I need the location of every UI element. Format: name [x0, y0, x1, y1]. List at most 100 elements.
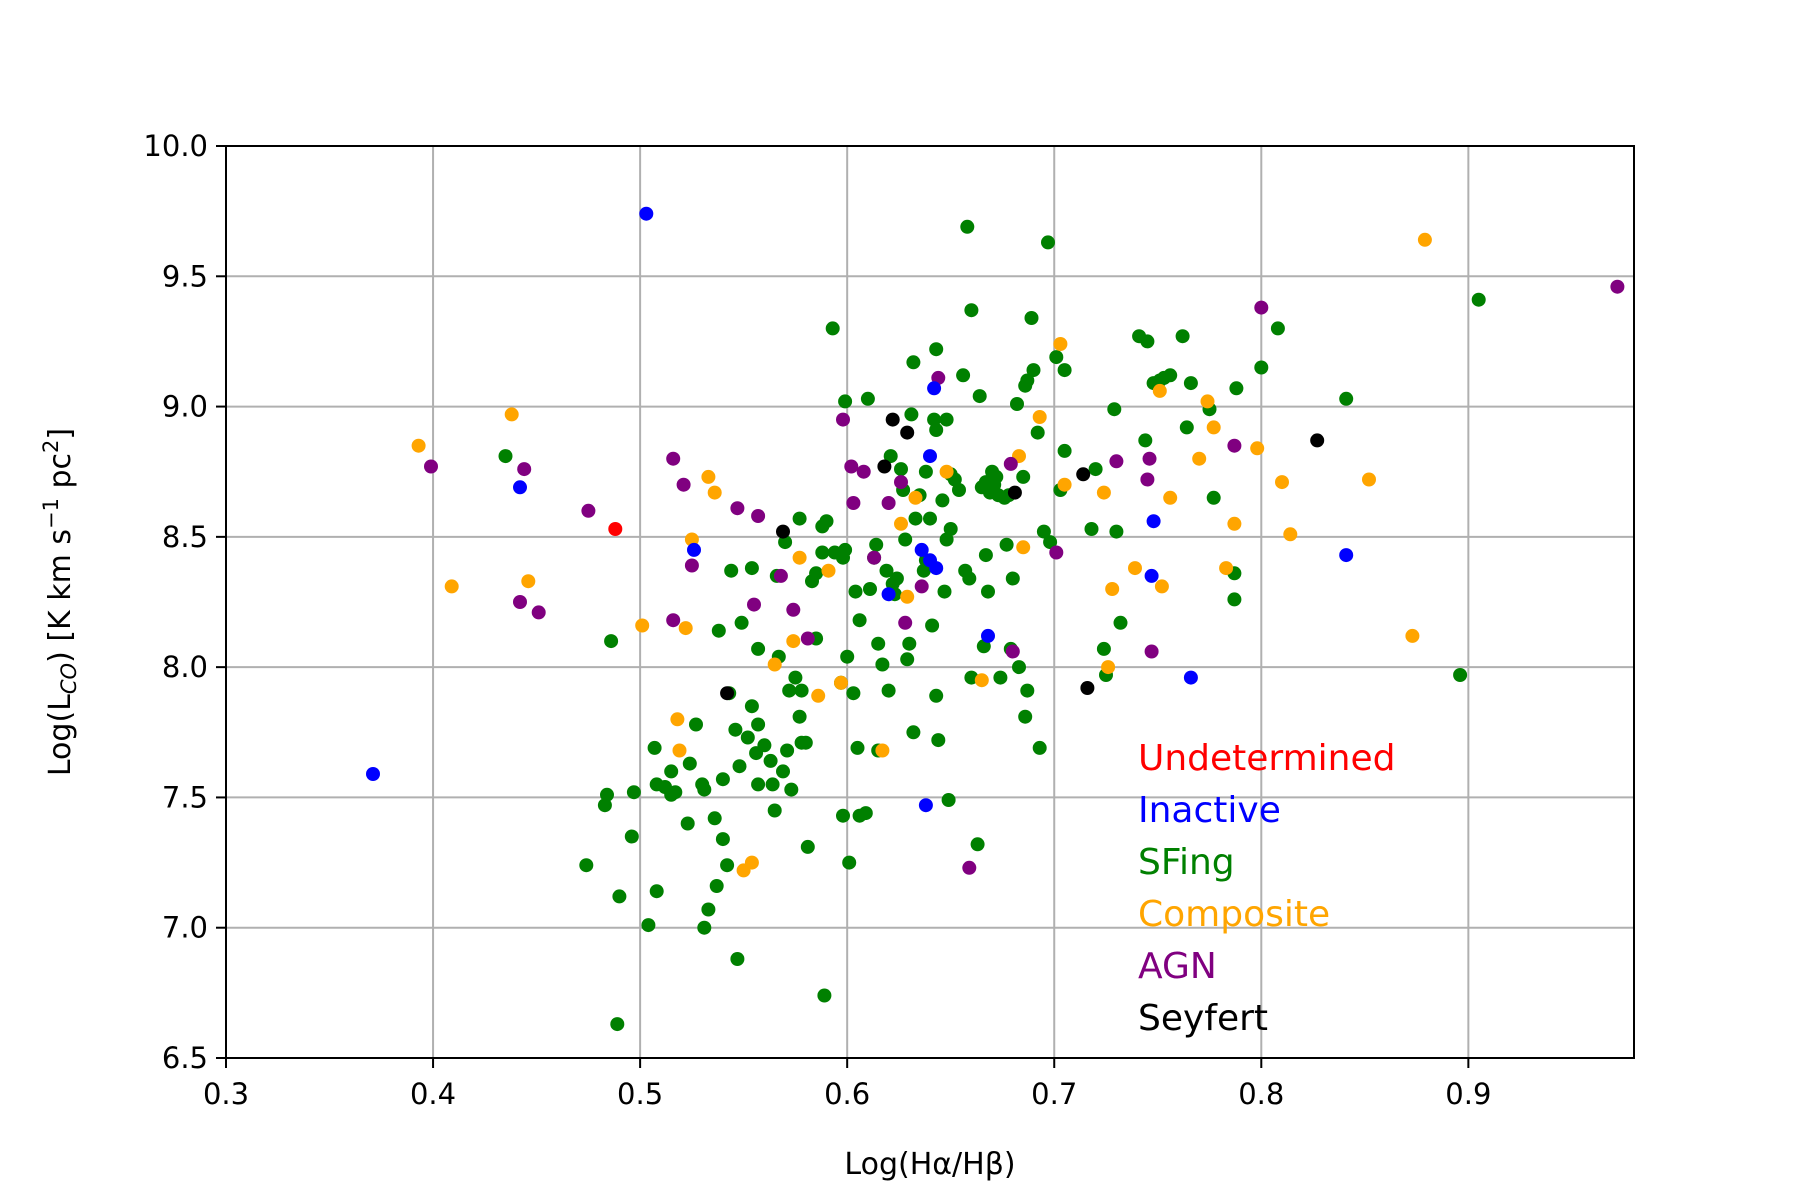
data-point: [894, 462, 908, 477]
data-point: [740, 730, 755, 745]
legend-entry-inactive: Inactive: [1138, 790, 1281, 831]
data-point: [931, 733, 946, 748]
data-point: [1043, 535, 1058, 550]
data-point: [1057, 443, 1072, 458]
data-point: [666, 451, 681, 466]
data-point: [939, 412, 954, 427]
data-point: [1362, 472, 1376, 487]
data-point: [794, 683, 809, 698]
data-point: [900, 425, 915, 440]
data-point: [838, 394, 853, 409]
data-point: [1026, 363, 1041, 378]
data-point: [989, 469, 1004, 484]
data-point: [776, 764, 790, 779]
data-point: [867, 550, 882, 565]
data-point: [1030, 425, 1045, 440]
data-point: [1283, 527, 1298, 542]
data-point: [1175, 329, 1190, 344]
data-point: [531, 605, 546, 620]
x-tick-label: 0.4: [410, 1077, 456, 1111]
data-point: [751, 777, 766, 792]
data-point: [1032, 410, 1047, 424]
data-point: [836, 412, 850, 427]
data-point: [1020, 683, 1035, 698]
data-point: [1018, 709, 1033, 724]
data-point: [701, 469, 716, 484]
data-point: [715, 832, 730, 847]
y-axis-label-superscript: 2: [39, 440, 63, 453]
data-point: [1144, 644, 1159, 659]
data-point: [914, 579, 929, 594]
data-point: [885, 412, 900, 427]
y-tick-label: 8.0: [162, 650, 208, 684]
data-point: [1227, 592, 1242, 607]
data-point: [767, 657, 782, 672]
data-point: [751, 641, 766, 656]
data-point: [513, 595, 527, 609]
data-point: [821, 563, 836, 578]
data-point: [825, 321, 840, 336]
data-point: [767, 803, 782, 818]
data-point: [970, 837, 985, 852]
data-point: [941, 793, 956, 807]
data-point: [786, 634, 801, 649]
data-point: [1007, 485, 1022, 500]
data-point: [504, 407, 519, 422]
data-points: [366, 206, 1625, 1032]
data-point: [1138, 433, 1153, 448]
data-point: [597, 798, 612, 813]
data-point: [914, 542, 929, 557]
data-point: [1254, 300, 1269, 315]
data-point: [900, 589, 915, 604]
data-point: [701, 902, 716, 917]
data-point: [819, 514, 834, 529]
data-point: [707, 811, 722, 826]
y-tick-label: 6.5: [162, 1041, 208, 1075]
data-point: [881, 496, 896, 510]
data-point: [815, 545, 830, 560]
data-point: [836, 808, 850, 823]
data-point: [728, 722, 743, 737]
data-point: [411, 438, 426, 453]
data-point: [999, 537, 1014, 552]
data-point: [1032, 740, 1047, 755]
legend-entry-seyfert: Seyfert: [1138, 998, 1268, 1039]
series-undetermined: [608, 522, 623, 536]
data-point: [894, 475, 908, 490]
data-point: [1107, 402, 1122, 417]
y-axis-label-subscript: CO: [57, 663, 81, 694]
y-axis-label: Log(LCO) [K km s−1 pc2]: [39, 428, 81, 776]
data-point: [923, 511, 937, 526]
data-point: [871, 636, 886, 651]
data-point: [1163, 368, 1178, 383]
data-point: [1144, 568, 1159, 583]
data-point: [1010, 397, 1024, 411]
data-point: [846, 686, 861, 701]
data-point: [918, 464, 933, 479]
data-point: [1192, 451, 1207, 466]
data-point: [1016, 540, 1031, 555]
data-point: [792, 511, 807, 526]
data-point: [1053, 337, 1068, 351]
data-point: [811, 688, 826, 703]
data-point: [875, 657, 890, 672]
data-point: [879, 563, 894, 578]
data-point: [1096, 485, 1111, 500]
data-point: [786, 602, 801, 617]
data-point: [1036, 524, 1051, 539]
plot-area: [226, 146, 1634, 1058]
data-point: [649, 884, 664, 899]
y-axis-label-superscript: −1: [39, 498, 63, 529]
data-point: [817, 988, 832, 1003]
data-point: [1109, 454, 1124, 469]
data-point: [1003, 456, 1018, 471]
data-point: [647, 740, 662, 755]
data-point: [1084, 522, 1099, 536]
data-point: [672, 743, 687, 758]
data-point: [925, 618, 940, 633]
data-point: [1206, 490, 1221, 505]
data-point: [1146, 514, 1161, 529]
data-point: [579, 858, 594, 873]
data-point: [1088, 462, 1103, 477]
data-point: [1049, 545, 1064, 560]
